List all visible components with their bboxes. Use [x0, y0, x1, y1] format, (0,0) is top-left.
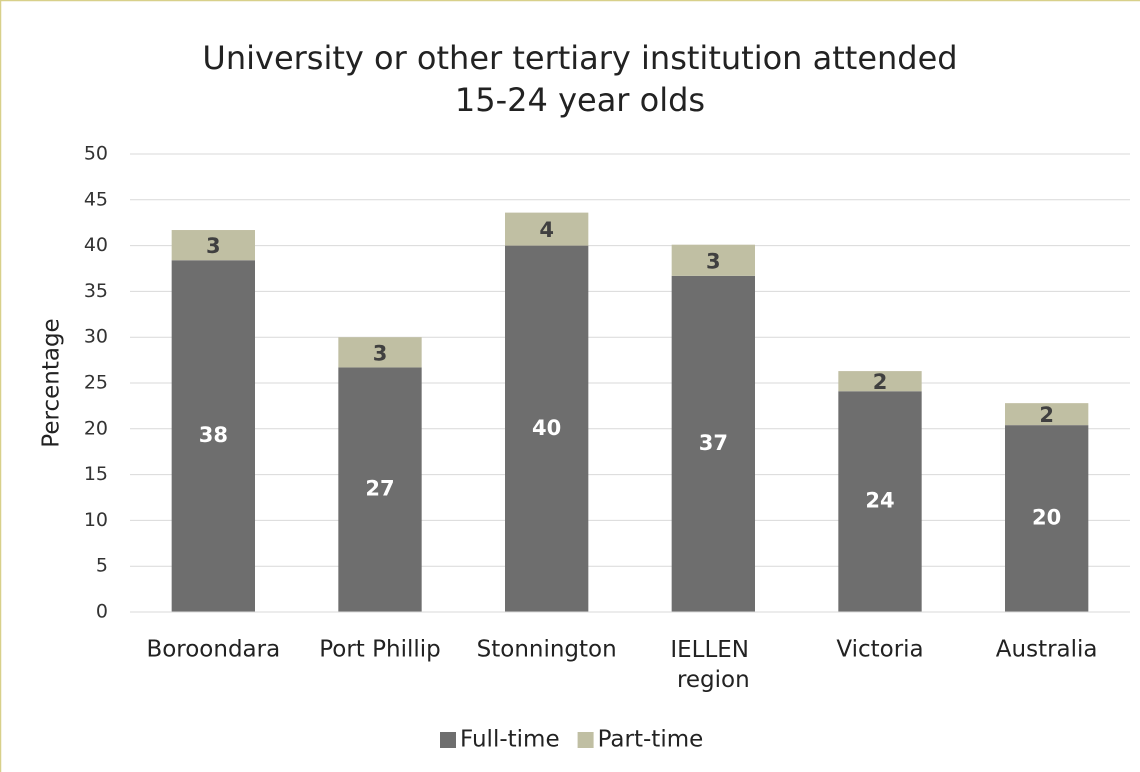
y-tick-label: 10 [84, 509, 108, 531]
bar-segment [505, 245, 589, 612]
bar-segment [338, 367, 422, 612]
data-label: 3 [373, 341, 388, 365]
bar-segment [671, 244, 755, 276]
y-tick-label: 30 [84, 326, 108, 348]
x-tick-label: Australia [996, 637, 1098, 663]
legend-swatch [440, 732, 456, 748]
legend-swatch [577, 732, 594, 748]
bar-segment [338, 337, 422, 368]
chart-subtitle: 15-24 year olds [455, 81, 705, 119]
y-tick-label: 35 [84, 280, 108, 302]
y-tick-label: 45 [84, 188, 108, 210]
data-label: 27 [365, 477, 394, 501]
y-tick-label: 20 [84, 417, 108, 439]
data-label: 38 [199, 423, 228, 447]
data-label: 24 [865, 489, 894, 513]
data-label: 3 [706, 249, 721, 273]
y-axis-label: Percentage [39, 318, 65, 447]
bar-segment [1005, 425, 1089, 612]
bar-segment [671, 275, 755, 612]
y-tick-label: 25 [84, 372, 108, 394]
x-tick-label: Port Phillip [319, 637, 441, 663]
bar-segment [838, 391, 922, 612]
x-tick-label: Stonnington [477, 637, 617, 663]
y-tick-label: 5 [96, 555, 108, 577]
x-tick-label: IELLEN region [670, 637, 756, 693]
data-label: 3 [206, 234, 221, 258]
data-label: 2 [1039, 403, 1054, 427]
y-tick-label: 0 [96, 601, 108, 623]
bar-segment [171, 230, 255, 261]
bar-segment [1005, 403, 1089, 426]
y-tick-label: 15 [84, 463, 108, 485]
y-tick-label: 50 [84, 143, 108, 165]
x-tick-label: Victoria [836, 637, 923, 663]
data-label: 2 [873, 370, 888, 394]
x-tick-label: Boroondara [146, 637, 280, 663]
bar-segment [838, 371, 922, 392]
x-tick-label-line: region [677, 667, 750, 693]
x-tick-label-line: IELLEN [670, 637, 756, 663]
legend-label: Part-time [598, 727, 704, 753]
data-label: 4 [539, 218, 554, 242]
data-label: 20 [1032, 506, 1061, 530]
data-label: 40 [532, 416, 561, 440]
bar-segment [171, 260, 255, 612]
bar-segment [505, 212, 589, 246]
chart-title: University or other tertiary institution… [202, 39, 957, 77]
y-tick-label: 40 [84, 234, 108, 256]
data-label: 37 [699, 431, 728, 455]
legend-label: Full-time [460, 727, 560, 753]
